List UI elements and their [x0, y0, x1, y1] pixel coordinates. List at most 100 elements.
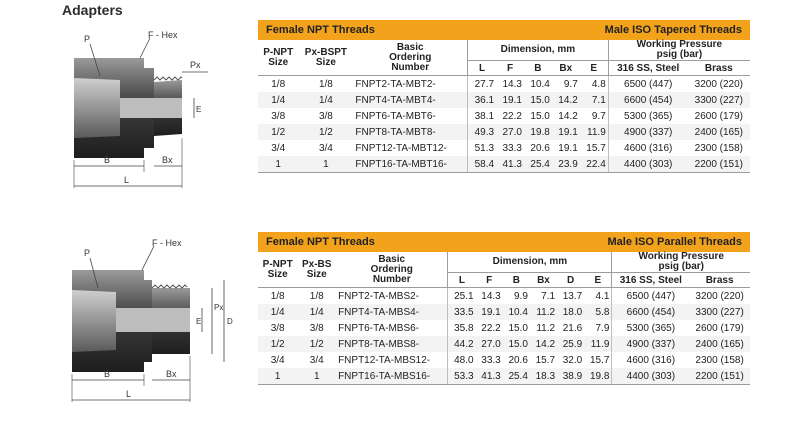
pnpt-size-cell: 1/4 [258, 92, 299, 108]
dimension-cell: 27.7 [467, 75, 497, 92]
parallel-table-body: 1/8 1/8 FNPT2-TA-MBS2- 25.1 14.3 9.9 7.1 13.7 4.… [258, 287, 750, 385]
dimension-cell: 19.1 [475, 304, 503, 320]
ordering-number-cell: FNPT16-TA-MBT16- [353, 156, 468, 173]
dim-letter-bx: Bx [551, 60, 580, 76]
dimension-cell: 35.8 [447, 320, 476, 336]
table-row: 1/4 1/4 FNPT4-TA-MBS4- 33.5 19.1 10.4 11.2 18.0… [258, 304, 750, 320]
dimension-cell: 15.0 [523, 92, 552, 108]
px-size-cell: 1 [297, 368, 337, 385]
dimension-cell: 18.0 [557, 304, 585, 320]
dimension-header: Dimension, mm [447, 252, 612, 273]
dimension-cell: 25.9 [557, 336, 585, 352]
ss-pressure-cell: 4400 (303) [607, 156, 688, 173]
dimension-cell: 33.3 [475, 352, 503, 368]
dimension-cell: 38.1 [467, 108, 497, 124]
e-label: E [196, 105, 201, 114]
dimension-cell: 23.9 [551, 156, 580, 173]
dimension-cell: 9.7 [551, 75, 580, 92]
pnpt-size-cell: 3/4 [258, 352, 298, 368]
banner-left: Female NPT Threads [258, 232, 530, 252]
banner-row: Female NPT Threads Male ISO Tapered Thre… [258, 20, 750, 40]
pnpt-size-cell: 3/8 [258, 320, 298, 336]
e-label: E [196, 317, 201, 326]
ss-pressure-cell: 4600 (316) [607, 140, 688, 156]
dimension-cell: 18.3 [529, 368, 558, 385]
b-label: B [104, 369, 110, 379]
banner-left: Female NPT Threads [258, 20, 524, 40]
tapered-adapter-section: P F - Hex Px E B Bx L Female NPT Threads… [0, 20, 800, 210]
header-row: P-NPT Size Px-BSPT Size Basic Ordering Numbe… [258, 40, 750, 76]
pnpt-size-cell: 1/2 [258, 336, 298, 352]
dimension-cell: 19.8 [584, 368, 612, 385]
ss-pressure-cell: 4900 (337) [611, 336, 690, 352]
dimension-cell: 9.7 [579, 108, 609, 124]
px-label: Px [214, 303, 223, 312]
brass-pressure-cell: 2400 (165) [687, 124, 750, 140]
banner-right: Male ISO Parallel Threads [529, 232, 750, 252]
dimension-cell: 15.0 [523, 108, 552, 124]
dimension-cell: 10.4 [523, 75, 552, 92]
female-bore-shape [72, 290, 116, 352]
px-size-cell: 1/8 [297, 287, 337, 304]
dim-letter-b: B [523, 60, 552, 76]
working-pressure-header: Working Pressure psig (bar) [607, 40, 750, 61]
sub-header-row: L F B Bx D E 316 SS, Steel Brass [258, 272, 750, 288]
dimension-cell: 44.2 [447, 336, 476, 352]
ordering-number-cell: FNPT12-TA-MBS12- [336, 352, 448, 368]
table-row: 1/2 1/2 FNPT8-TA-MBS8- 44.2 27.0 15.0 14.2 25.9… [258, 336, 750, 352]
bx-label: Bx [166, 369, 177, 379]
dim-letter-e: E [579, 60, 609, 76]
l-label: L [126, 389, 131, 399]
dimension-cell: 11.9 [584, 336, 612, 352]
pnpt-size-cell: 3/4 [258, 140, 299, 156]
dimension-cell: 14.2 [551, 92, 580, 108]
ordering-number-cell: FNPT16-TA-MBS16- [336, 368, 448, 385]
table-row: 3/8 3/8 FNPT6-TA-MBS6- 35.8 22.2 15.0 11.2 21.6… [258, 320, 750, 336]
ordering-number-cell: FNPT6-TA-MBT6- [353, 108, 468, 124]
dimension-cell: 20.6 [502, 352, 530, 368]
table-row: 1 1 FNPT16-TA-MBS16- 53.3 41.3 25.4 18.3 38.9 19… [258, 368, 750, 385]
ss-header: 316 SS, Steel [611, 272, 690, 288]
col-pnpt-header: P-NPT Size [258, 252, 298, 288]
ordering-number-cell: FNPT2-TA-MBT2- [353, 75, 468, 92]
working-pressure-header: Working Pressure psig (bar) [611, 252, 750, 273]
p-label: P [84, 248, 90, 258]
px-size-cell: 3/4 [298, 140, 354, 156]
dimension-cell: 15.0 [502, 336, 530, 352]
dimension-cell: 7.9 [584, 320, 612, 336]
ss-pressure-cell: 6600 (454) [607, 92, 688, 108]
dimension-cell: 13.7 [557, 287, 585, 304]
dim-letter-l: L [447, 272, 476, 288]
dimension-cell: 27.0 [496, 124, 524, 140]
ordering-number-cell: FNPT12-TA-MBT12- [353, 140, 468, 156]
table-row: 3/4 3/4 FNPT12-TA-MBS12- 48.0 33.3 20.6 15.7 32… [258, 352, 750, 368]
col-basic-header: Basic Ordering Number [353, 40, 468, 76]
ss-pressure-cell: 6500 (447) [607, 75, 688, 92]
dimension-cell: 14.3 [475, 287, 503, 304]
dimension-cell: 48.0 [447, 352, 476, 368]
brass-pressure-cell: 3300 (227) [687, 92, 750, 108]
parallel-adapter-section: P F - Hex E Px D B Bx L Female NPT Threa… [0, 232, 800, 422]
p-leader [89, 257, 99, 289]
banner-row: Female NPT Threads Male ISO Parallel Thr… [258, 232, 750, 252]
table-row: 3/4 3/4 FNPT12-TA-MBT12- 51.3 33.3 20.6 19.1 15… [258, 140, 750, 156]
col-px-header: Px-BS Size [297, 252, 337, 288]
ordering-number-cell: FNPT4-TA-MBT4- [353, 92, 468, 108]
bx-label: Bx [162, 155, 173, 165]
female-bore-shape [74, 78, 120, 138]
brass-pressure-cell: 2600 (179) [689, 320, 750, 336]
px-size-cell: 1/4 [298, 92, 354, 108]
dim-letter-d: D [557, 272, 585, 288]
brass-pressure-cell: 2400 (165) [689, 336, 750, 352]
col-basic-header: Basic Ordering Number [336, 252, 448, 288]
px-size-cell: 1/8 [298, 75, 354, 92]
dimension-cell: 25.4 [523, 156, 552, 173]
ordering-number-cell: FNPT8-TA-MBS8- [336, 336, 448, 352]
dimension-cell: 19.1 [551, 140, 580, 156]
banner-right: Male ISO Tapered Threads [523, 20, 750, 40]
brass-pressure-cell: 2600 (179) [687, 108, 750, 124]
hex-leader [139, 37, 151, 59]
dimension-cell: 21.6 [557, 320, 585, 336]
hex-label: F - Hex [148, 30, 178, 40]
ss-pressure-cell: 6600 (454) [611, 304, 690, 320]
